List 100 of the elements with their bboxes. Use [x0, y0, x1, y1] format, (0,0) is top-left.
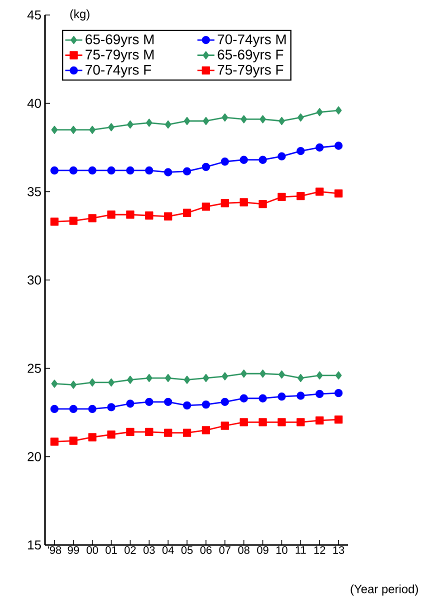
point: [240, 156, 248, 164]
point: [145, 398, 154, 406]
point: [202, 400, 210, 409]
legend-label: 65-69yrs F: [218, 50, 284, 62]
point: [220, 422, 229, 430]
point: [335, 106, 342, 114]
x-axis-title: (Year period): [350, 584, 418, 596]
point: [334, 388, 343, 398]
point: [316, 143, 324, 152]
point: [278, 370, 285, 379]
legend-label: 75-79yrs M: [86, 50, 154, 62]
legend-label: 70-74yrs F: [86, 64, 152, 78]
point: [220, 398, 229, 406]
point: [182, 208, 192, 217]
point: [127, 120, 134, 129]
y-tick-label: 40: [27, 98, 41, 108]
point: [316, 371, 323, 380]
point: [297, 113, 304, 122]
x-tick-label: 11: [296, 546, 306, 554]
point: [258, 394, 267, 402]
point: [69, 216, 78, 225]
point: [202, 374, 210, 382]
point: [164, 398, 172, 406]
point: [145, 211, 154, 220]
point: [164, 212, 172, 220]
point: [220, 199, 229, 208]
point: [88, 433, 96, 442]
x-tick-label: 08: [238, 546, 250, 554]
point: [240, 198, 248, 206]
point: [296, 418, 305, 426]
x-tick-label: 07: [219, 546, 230, 554]
y-tick-label: 15: [28, 540, 41, 550]
point: [316, 188, 324, 196]
point: [202, 426, 210, 434]
point: [316, 390, 324, 398]
point: [334, 415, 343, 424]
point: [202, 162, 210, 172]
point: [69, 436, 78, 445]
point: [278, 418, 286, 426]
x-tick-label: 10: [276, 546, 288, 554]
x-tick-label: 03: [143, 546, 155, 554]
point: [107, 210, 116, 219]
point: [51, 380, 58, 388]
point: [164, 168, 172, 176]
y-tick-label: 30: [28, 275, 41, 285]
point: [296, 146, 305, 156]
point: [108, 123, 114, 132]
point: [69, 404, 78, 414]
point: [182, 428, 192, 437]
point: [260, 370, 266, 378]
point: [220, 158, 229, 166]
point: [278, 392, 286, 401]
point: [69, 166, 78, 175]
point: [146, 374, 152, 382]
point: [222, 372, 228, 380]
legend-label: 75-79yrs F: [218, 64, 284, 78]
x-tick-label: 99: [68, 546, 79, 554]
point: [88, 214, 96, 222]
x-tick-label: 00: [86, 546, 98, 554]
point: [182, 167, 192, 176]
x-tick-label: 05: [181, 546, 193, 554]
y-axis-title: (kg): [70, 9, 90, 21]
point: [70, 380, 77, 389]
point: [240, 418, 248, 426]
point: [164, 120, 172, 129]
point: [296, 192, 305, 200]
y-tick-label: 45: [27, 10, 41, 20]
point: [70, 126, 77, 134]
point: [50, 438, 59, 446]
x-tick-label: '98: [48, 546, 62, 554]
point: [296, 392, 305, 400]
point: [184, 116, 190, 126]
legend-label: 65-69yrs M: [86, 34, 154, 48]
point: [240, 394, 248, 402]
point: [88, 404, 96, 414]
point: [202, 116, 210, 126]
x-tick-label: 06: [200, 546, 212, 554]
point: [146, 118, 152, 127]
point: [297, 374, 304, 382]
point: [184, 376, 190, 384]
legend-label: 70-74yrs M: [218, 34, 286, 48]
point: [51, 126, 58, 134]
point: [202, 202, 210, 211]
point: [89, 126, 96, 134]
point: [258, 200, 267, 208]
point: [145, 428, 154, 436]
point: [164, 374, 172, 382]
point: [50, 166, 59, 175]
point: [89, 378, 96, 387]
point: [316, 108, 323, 116]
point: [126, 166, 134, 175]
point: [126, 428, 134, 436]
point: [164, 428, 172, 437]
point: [258, 156, 267, 164]
point: [108, 378, 114, 387]
point: [334, 142, 343, 150]
y-tick-label: 20: [28, 452, 41, 462]
point: [240, 370, 248, 378]
y-tick-label: 35: [28, 187, 41, 196]
point: [278, 192, 286, 202]
